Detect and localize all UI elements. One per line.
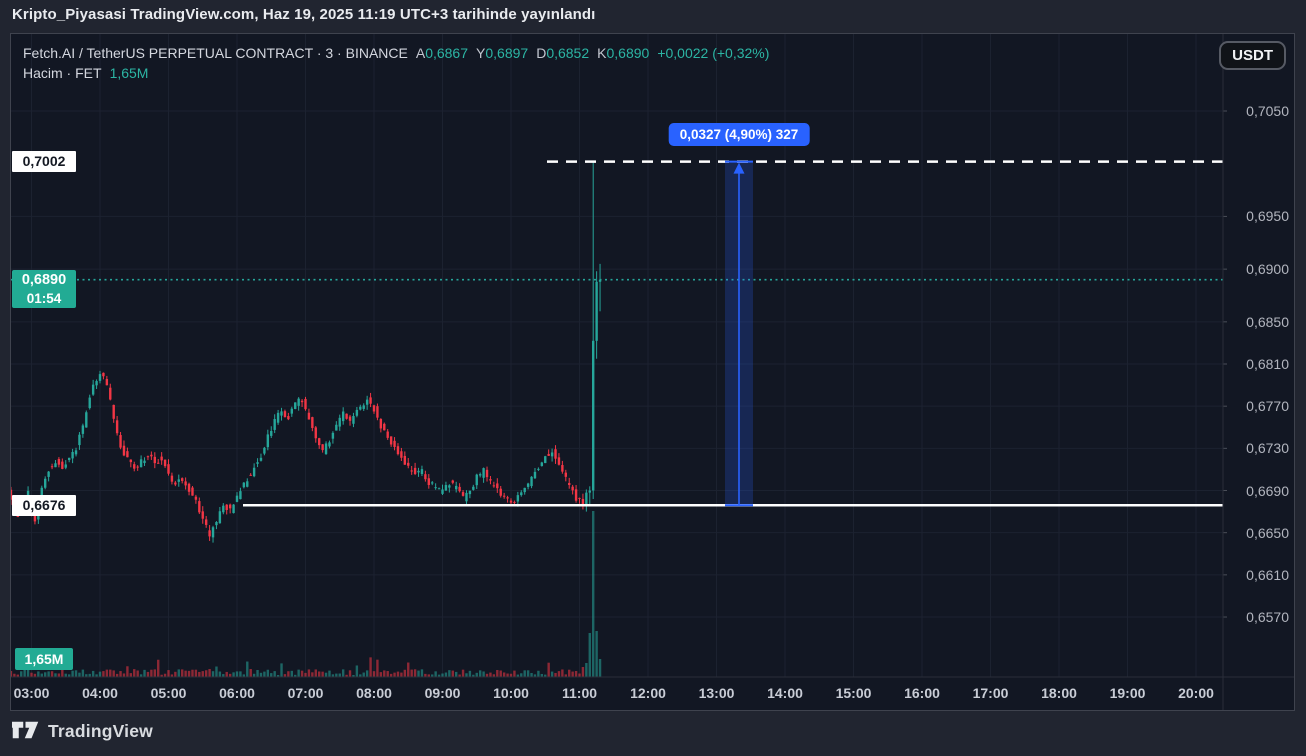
symbol-title: Fetch.AI / TetherUS PERPETUAL CONTRACT ·… (23, 45, 408, 61)
time-tick-label: 10:00 (493, 685, 529, 701)
volume-indicator-label: Hacim · FET (23, 65, 102, 81)
price-tick-label: 0,6850 (1246, 313, 1289, 330)
low-level-price-label: 0,6676 (12, 494, 76, 516)
volume-badge: 1,65M (15, 648, 73, 670)
time-tick-label: 13:00 (698, 685, 735, 701)
ohlc-value: 0,6897 (485, 45, 529, 61)
time-axis[interactable]: 03:00 04:00 05:00 06:00 07:00 08:00 09:00 10:00… (11, 678, 1294, 710)
time-tick-label: 05:00 (150, 685, 187, 701)
last-price-badge: 0,6890 01:54 (12, 270, 76, 309)
time-tick-label: 06:00 (219, 685, 255, 701)
chart-canvas[interactable] (11, 34, 1295, 711)
time-tick-label: 12:00 (630, 685, 666, 701)
price-tick-label: 0,6730 (1246, 440, 1289, 457)
price-tick-label: 0,6650 (1246, 524, 1289, 541)
ohlc-key: D (536, 45, 547, 61)
measurement-label: 0,0327 (4,90%) 327 (668, 123, 810, 146)
price-tick-label: 0,6610 (1246, 566, 1289, 583)
time-tick-label: 09:00 (424, 685, 461, 701)
currency-toggle-button[interactable]: USDT (1219, 41, 1286, 70)
bar-countdown: 01:54 (26, 291, 62, 307)
price-tick-label: 0,6570 (1246, 609, 1289, 626)
ohlc-item: D0,6852 (536, 43, 589, 63)
ohlc-key: A (415, 45, 426, 61)
ohlc-item: Y0,6897 (476, 43, 528, 63)
ohlc-item: K0,6890 (597, 43, 649, 63)
price-tick-label: 0,6770 (1246, 398, 1289, 415)
time-tick-label: 11:00 (561, 685, 598, 701)
volume-indicator-value: 1,65M (109, 65, 149, 81)
high-level-price-label: 0,7002 (12, 151, 76, 173)
time-tick-label: 16:00 (904, 685, 940, 701)
ohlc-value: 0,6852 (546, 45, 590, 61)
price-tick-label: 0,6950 (1246, 208, 1289, 225)
time-tick-label: 07:00 (287, 685, 324, 701)
ohlc-values: A0,6867 Y0,6897 D0,6852 K0,6890 (416, 43, 649, 63)
legend-symbol-row: Fetch.AI / TetherUS PERPETUAL CONTRACT ·… (23, 43, 769, 63)
chart-legend: Fetch.AI / TetherUS PERPETUAL CONTRACT ·… (23, 43, 769, 83)
time-tick-label: 08:00 (356, 685, 392, 701)
publish-headline: Kripto_Piyasasi TradingView.com, Haz 19,… (12, 6, 596, 23)
price-tick-label: 0,6690 (1246, 482, 1289, 499)
tradingview-brand-text: TradingView (48, 721, 153, 741)
last-price-value: 0,6890 (21, 272, 67, 289)
price-tick-label: 0,7050 (1246, 103, 1289, 119)
time-tick-label: 17:00 (972, 685, 1009, 701)
tradingview-logo-icon (12, 721, 39, 739)
ohlc-item: A0,6867 (416, 43, 468, 63)
price-axis[interactable]: 0,7050 0,6950 0,6900 0,6850 0,6810 0,6770 0,67… (1223, 34, 1294, 677)
tradingview-brand-link[interactable]: TradingView (12, 721, 153, 742)
time-tick-label: 19:00 (1109, 685, 1146, 701)
ohlc-value: 0,6890 (606, 45, 650, 61)
time-tick-label: 20:00 (1178, 685, 1214, 701)
legend-volume-row: Hacim · FET 1,65M (23, 63, 769, 83)
chart-widget: Fetch.AI / TetherUS PERPETUAL CONTRACT ·… (10, 33, 1295, 711)
time-tick-label: 15:00 (835, 685, 872, 701)
price-change: +0,0022 (+0,32%) (657, 45, 770, 61)
time-tick-label: 14:00 (767, 685, 803, 701)
price-tick-label: 0,6810 (1246, 356, 1289, 372)
time-tick-label: 04:00 (82, 685, 118, 701)
ohlc-key: Y (476, 45, 486, 61)
time-tick-label: 03:00 (13, 685, 50, 701)
ohlc-key: K (597, 45, 607, 61)
price-tick-label: 0,6900 (1246, 261, 1289, 278)
ohlc-value: 0,6867 (425, 45, 469, 61)
time-tick-label: 18:00 (1041, 685, 1077, 701)
